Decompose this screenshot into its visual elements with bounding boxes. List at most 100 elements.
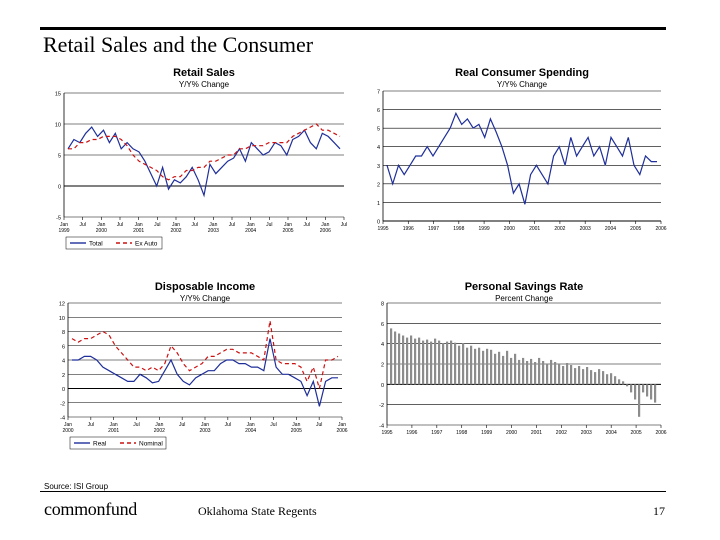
y-tick-label: 1 bbox=[377, 201, 380, 207]
bar bbox=[474, 348, 477, 385]
bar bbox=[414, 338, 417, 385]
bar bbox=[534, 362, 537, 385]
bar bbox=[606, 374, 609, 385]
bar bbox=[590, 370, 593, 385]
source-note: Source: ISI Group bbox=[44, 482, 109, 491]
x-tick-label: 2004 bbox=[605, 226, 616, 232]
x-tick-label: Jul bbox=[79, 222, 85, 228]
y-tick-label: 6 bbox=[381, 322, 384, 328]
x-tick-label: Jul bbox=[303, 222, 309, 228]
bar bbox=[538, 357, 541, 385]
bar bbox=[494, 353, 497, 385]
bar bbox=[522, 357, 525, 385]
x-tick-label: Jul bbox=[316, 422, 322, 428]
x-tick-label: Jan 2003 bbox=[199, 422, 210, 434]
bar bbox=[442, 343, 445, 385]
legend-box bbox=[69, 436, 167, 450]
bar bbox=[578, 366, 581, 385]
chart-title: Real Consumer Spending bbox=[455, 67, 589, 79]
bar bbox=[526, 361, 529, 385]
footer-text: Oklahoma State Regents bbox=[198, 504, 317, 518]
chart-title: Retail Sales bbox=[173, 67, 235, 79]
bar bbox=[650, 384, 653, 400]
bar bbox=[482, 350, 485, 385]
y-tick-label: 10 bbox=[55, 123, 61, 129]
y-tick-label: -4 bbox=[379, 424, 384, 430]
bar bbox=[426, 339, 429, 385]
x-tick-label: Jan 2000 bbox=[62, 422, 73, 434]
legend-label: Total bbox=[89, 241, 103, 248]
bar bbox=[402, 335, 405, 385]
x-tick-label: 2000 bbox=[506, 430, 517, 436]
bar bbox=[398, 333, 401, 385]
x-tick-label: Jul bbox=[225, 422, 231, 428]
y-tick-label: 4 bbox=[62, 359, 65, 365]
bar bbox=[430, 341, 433, 385]
legend-box bbox=[65, 236, 163, 250]
x-tick-label: Jul bbox=[133, 422, 139, 428]
bar bbox=[422, 340, 425, 385]
x-tick-label: Jan 2006 bbox=[336, 422, 347, 434]
x-tick-label: Jan 2005 bbox=[282, 222, 293, 234]
bar bbox=[626, 384, 629, 387]
x-tick-label: Jul bbox=[117, 222, 123, 228]
bar bbox=[454, 342, 457, 385]
y-tick-label: 8 bbox=[381, 302, 384, 308]
x-tick-label: 1997 bbox=[428, 226, 439, 232]
y-tick-label: 4 bbox=[377, 145, 380, 151]
x-tick-label: 2004 bbox=[606, 430, 617, 436]
bar bbox=[638, 384, 641, 417]
y-tick-label: 8 bbox=[62, 330, 65, 336]
bar bbox=[458, 345, 461, 385]
chart-title: Disposable Income bbox=[155, 281, 255, 293]
y-tick-label: 6 bbox=[62, 344, 65, 350]
x-tick-label: Jul bbox=[154, 222, 160, 228]
y-tick-label: 4 bbox=[381, 342, 384, 348]
x-tick-label: Jan 2001 bbox=[133, 222, 144, 234]
x-tick-label: Jul bbox=[191, 222, 197, 228]
x-tick-label: 2005 bbox=[631, 430, 642, 436]
y-tick-label: 3 bbox=[377, 164, 380, 170]
bar bbox=[418, 337, 421, 385]
chart-subtitle: Y/Y% Change bbox=[180, 294, 231, 303]
x-tick-label: 1998 bbox=[456, 430, 467, 436]
x-tick-label: Jul bbox=[88, 422, 94, 428]
x-tick-label: Jan 2004 bbox=[245, 222, 256, 234]
x-tick-label: 1998 bbox=[453, 226, 464, 232]
bar bbox=[546, 364, 549, 385]
bar bbox=[438, 340, 441, 385]
bar bbox=[498, 351, 501, 385]
bar bbox=[530, 358, 533, 385]
x-tick-label: Jul bbox=[179, 422, 185, 428]
bar bbox=[446, 341, 449, 385]
bar bbox=[554, 362, 557, 385]
bar bbox=[642, 384, 645, 393]
x-tick-label: Jan 2003 bbox=[208, 222, 219, 234]
page-number: 17 bbox=[653, 504, 665, 518]
bar bbox=[478, 347, 481, 385]
bar bbox=[518, 359, 521, 385]
slide-title: Retail Sales and the Consumer bbox=[43, 32, 314, 57]
x-tick-label: 2001 bbox=[531, 430, 542, 436]
bar bbox=[586, 367, 589, 385]
bar bbox=[566, 363, 569, 385]
y-tick-label: 0 bbox=[62, 387, 65, 393]
y-tick-label: 12 bbox=[59, 302, 65, 308]
bar bbox=[654, 384, 657, 403]
y-tick-label: 15 bbox=[55, 92, 61, 98]
bar bbox=[434, 338, 437, 385]
bar bbox=[614, 376, 617, 385]
x-tick-label: Jan 2004 bbox=[245, 422, 256, 434]
bar bbox=[610, 373, 613, 385]
chart-subtitle: Percent Change bbox=[495, 294, 553, 303]
y-tick-label: 0 bbox=[381, 383, 384, 389]
bar bbox=[574, 368, 577, 385]
x-tick-label: Jul bbox=[229, 222, 235, 228]
y-tick-label: -2 bbox=[60, 401, 65, 407]
bar bbox=[390, 328, 393, 385]
series-line bbox=[386, 111, 657, 205]
bar bbox=[502, 355, 505, 385]
bar bbox=[470, 345, 473, 385]
legend-label: Ex Auto bbox=[135, 241, 158, 248]
